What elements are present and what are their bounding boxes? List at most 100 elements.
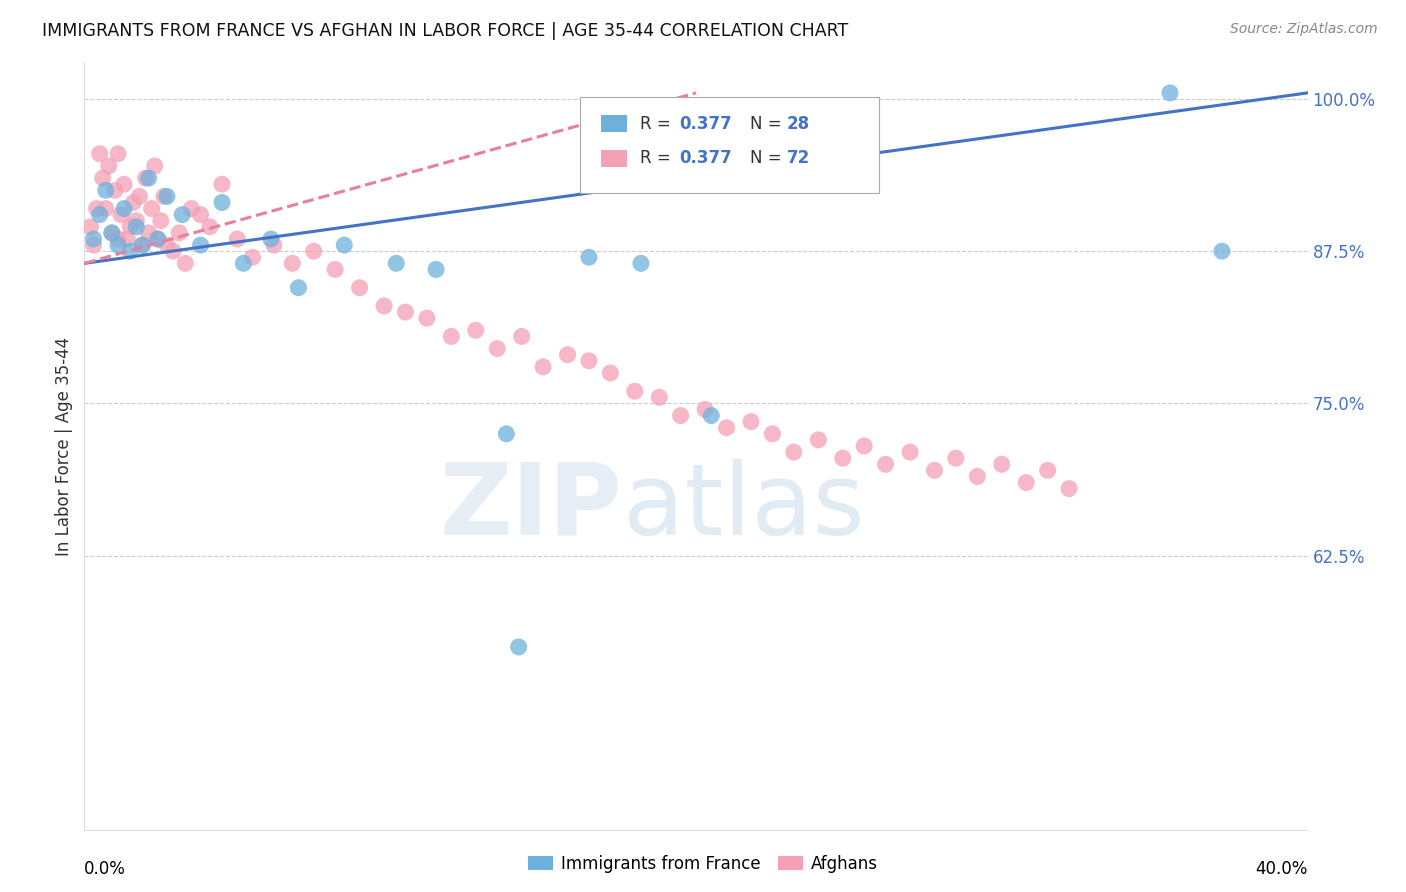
Point	[198, 219, 221, 234]
Point	[557, 348, 579, 362]
Point	[486, 342, 509, 356]
Point	[104, 183, 127, 197]
Point	[1159, 86, 1181, 100]
Point	[578, 250, 600, 264]
Point	[141, 202, 163, 216]
Point	[495, 426, 517, 441]
Point	[101, 226, 124, 240]
Point	[648, 390, 671, 404]
Point	[156, 189, 179, 203]
Text: 28: 28	[786, 115, 810, 133]
Point	[783, 445, 806, 459]
Point	[425, 262, 447, 277]
Point	[260, 232, 283, 246]
FancyBboxPatch shape	[579, 97, 880, 193]
Point	[97, 159, 120, 173]
Text: atlas: atlas	[623, 458, 865, 556]
Text: IMMIGRANTS FROM FRANCE VS AFGHAN IN LABOR FORCE | AGE 35-44 CORRELATION CHART: IMMIGRANTS FROM FRANCE VS AFGHAN IN LABO…	[42, 22, 848, 40]
Point	[440, 329, 463, 343]
Point	[287, 281, 309, 295]
FancyBboxPatch shape	[600, 115, 627, 132]
Point	[146, 232, 169, 246]
Point	[91, 171, 114, 186]
Point	[1036, 463, 1059, 477]
Point	[79, 219, 101, 234]
Point	[232, 256, 254, 270]
Point	[107, 146, 129, 161]
Point	[464, 323, 486, 337]
Text: 72: 72	[786, 149, 810, 168]
Point	[156, 238, 179, 252]
Legend: Immigrants from France, Afghans: Immigrants from France, Afghans	[522, 848, 884, 880]
Point	[107, 238, 129, 252]
Point	[138, 226, 160, 240]
Point	[153, 189, 176, 203]
Point	[531, 359, 554, 374]
Text: N =: N =	[749, 149, 787, 168]
Point	[180, 202, 202, 216]
Point	[853, 439, 876, 453]
Point	[190, 238, 212, 252]
Point	[128, 189, 150, 203]
Point	[966, 469, 988, 483]
Point	[211, 178, 233, 192]
Point	[162, 244, 184, 259]
Text: R =: R =	[640, 149, 676, 168]
Text: 0.377: 0.377	[679, 149, 731, 168]
Point	[349, 281, 371, 295]
Point	[122, 195, 145, 210]
Point	[669, 409, 692, 423]
Point	[135, 171, 157, 186]
Point	[333, 238, 356, 252]
Point	[394, 305, 416, 319]
Point	[510, 329, 533, 343]
Text: N =: N =	[749, 115, 787, 133]
Text: ZIP: ZIP	[440, 458, 623, 556]
Point	[112, 202, 135, 216]
Point	[508, 640, 530, 654]
Text: R =: R =	[640, 115, 676, 133]
Text: 0.377: 0.377	[679, 115, 731, 133]
Point	[875, 457, 897, 471]
Text: Source: ZipAtlas.com: Source: ZipAtlas.com	[1230, 22, 1378, 37]
Point	[89, 146, 111, 161]
Point	[112, 178, 135, 192]
Text: 40.0%: 40.0%	[1256, 860, 1308, 878]
Point	[190, 208, 212, 222]
FancyBboxPatch shape	[600, 150, 627, 167]
Point	[211, 195, 233, 210]
Point	[599, 366, 621, 380]
Point	[174, 256, 197, 270]
Point	[700, 409, 723, 423]
Point	[807, 433, 830, 447]
Point	[94, 183, 117, 197]
Point	[83, 232, 105, 246]
Point	[385, 256, 408, 270]
Text: 0.0%: 0.0%	[84, 860, 127, 878]
Point	[716, 421, 738, 435]
Y-axis label: In Labor Force | Age 35-44: In Labor Force | Age 35-44	[55, 336, 73, 556]
Point	[373, 299, 395, 313]
Point	[107, 232, 129, 246]
Point	[167, 226, 190, 240]
Point	[578, 353, 600, 368]
Point	[416, 311, 439, 326]
Point	[945, 451, 967, 466]
Point	[89, 208, 111, 222]
Point	[146, 232, 169, 246]
Point	[149, 213, 172, 227]
Point	[172, 208, 194, 222]
Point	[630, 256, 652, 270]
Point	[263, 238, 285, 252]
Point	[110, 208, 132, 222]
Point	[120, 219, 142, 234]
Point	[143, 159, 166, 173]
Point	[991, 457, 1014, 471]
Point	[323, 262, 346, 277]
Point	[131, 238, 153, 252]
Point	[740, 415, 762, 429]
Point	[242, 250, 264, 264]
Point	[120, 244, 142, 259]
Point	[226, 232, 249, 246]
Point	[125, 213, 148, 227]
